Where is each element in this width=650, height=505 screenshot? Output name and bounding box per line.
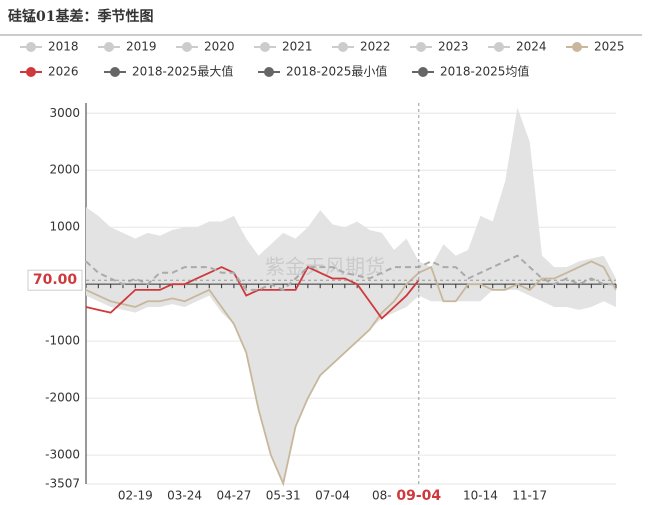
legend-marker	[182, 42, 192, 52]
crosshair-y-label: 70.00	[33, 272, 78, 288]
legend-marker	[494, 42, 504, 52]
y-tick-label: 3000	[49, 106, 80, 120]
y-tick-label: -2000	[45, 391, 80, 405]
legend-marker	[260, 42, 270, 52]
legend-marker	[26, 67, 36, 77]
legend-marker	[104, 42, 114, 52]
y-tick-label: 2000	[49, 163, 80, 177]
legend-label: 2018	[48, 40, 79, 54]
legend-label: 2023	[438, 40, 469, 54]
legend-marker	[338, 42, 348, 52]
y-tick-label: -1000	[45, 334, 80, 348]
x-tick-label: 04-27	[216, 489, 251, 503]
legend-label: 2024	[516, 40, 547, 54]
legend-marker	[264, 67, 274, 77]
series-line	[85, 265, 420, 320]
min-max-band	[86, 107, 616, 484]
legend-label: 2022	[360, 40, 391, 54]
crosshair-x-label: 09-04	[396, 488, 441, 504]
y-tick-label: 1000	[49, 220, 80, 234]
series-line	[85, 260, 617, 487]
x-tick-label: 10-14	[463, 489, 498, 503]
x-tick-label: 02-19	[118, 489, 153, 503]
crosshair-y-box	[27, 269, 83, 291]
legend-label: 2025	[594, 40, 625, 54]
legend-label: 2018-2025均值	[440, 64, 529, 79]
legend-marker	[572, 42, 582, 52]
series-line	[85, 254, 616, 292]
x-tick-label: 03-24	[167, 489, 202, 503]
y-tick-label: -3000	[45, 448, 80, 462]
legend-label: 2019	[126, 40, 157, 54]
legend-marker	[416, 42, 426, 52]
x-tick-label: 08-	[372, 489, 392, 503]
legend-label: 2021	[282, 40, 313, 54]
legend-marker	[26, 42, 36, 52]
x-tick-label: 07-04	[315, 489, 350, 503]
crosshair-x-box	[392, 486, 445, 505]
legend-label: 2020	[204, 40, 235, 54]
x-tick-label: 11-17	[512, 489, 547, 503]
legend-label: 2018-2025最小值	[286, 64, 387, 79]
x-tick-label: 05-31	[266, 489, 301, 503]
legend-marker	[418, 67, 428, 77]
y-tick-label: -3507	[45, 477, 80, 491]
chart-title: 硅锰01基差：季节性图	[8, 8, 153, 25]
legend-label: 2018-2025最大值	[132, 64, 233, 79]
legend-marker	[110, 67, 120, 77]
legend-label: 2026	[48, 65, 79, 79]
